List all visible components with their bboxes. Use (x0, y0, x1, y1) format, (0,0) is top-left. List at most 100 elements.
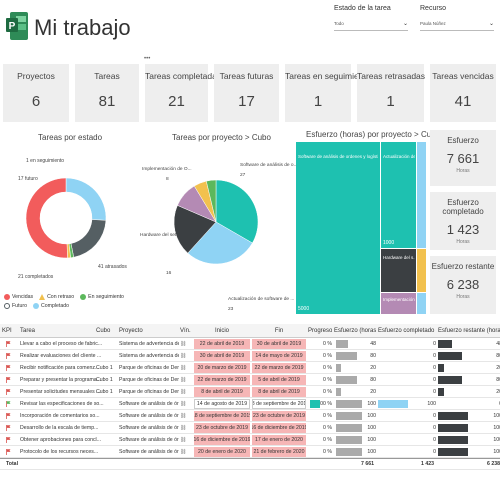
column-header[interactable]: Esfuerzo (horas) (334, 327, 376, 334)
pie-data-label: 16 (166, 270, 172, 276)
legend-item[interactable]: Futuro (4, 303, 27, 309)
kpi-label: Tareas completadas (145, 71, 222, 81)
table-row[interactable]: Realizar evaluaciones del cliente ... Sis… (0, 350, 500, 362)
cell-tarea: Desarrollo de la escala de tiemp... (20, 424, 99, 431)
link-icon[interactable]: ⛓ (180, 436, 187, 443)
legend-item[interactable]: Vencidas (4, 294, 33, 300)
cell-completado: 0 (433, 364, 436, 371)
cell-esfuerzo: 20 (370, 364, 376, 371)
kpi-card-5[interactable]: Tareas retrasadas 1 (357, 64, 426, 122)
kpi-label: Tareas retrasadas (357, 71, 426, 81)
tasks-table[interactable]: KPI Tarea Cubo Proyecto Vín. Inicio Fin Progres… (0, 324, 500, 500)
treemap-tile-hardware[interactable]: Hardware del s... (380, 248, 416, 292)
cell-restante: 20 (496, 388, 500, 395)
link-icon[interactable]: ⛓ (180, 388, 187, 395)
column-header[interactable]: Esfuerzo restante (horas) (438, 327, 500, 334)
cell-progreso: 0 % (323, 412, 332, 419)
kpi-card-4[interactable]: Tareas en seguimiento 1 (285, 64, 371, 122)
kpi-card-3[interactable]: Tareas futuras 17 (214, 64, 279, 122)
pie-slice[interactable] (187, 221, 253, 265)
effort-treemap[interactable]: Software de análisis de ordenes y logíst… (296, 142, 426, 314)
cell-proyecto: Sistema de advertencia de ... (119, 352, 179, 359)
table-row[interactable]: Protocolo de los recursos neces... Softwa… (0, 446, 500, 458)
cell-inicio: 23 de octubre de 2019 (194, 423, 250, 433)
link-icon[interactable]: ⛓ (180, 424, 187, 431)
table-row[interactable]: Preparar y presentar la programa... Cubo … (0, 374, 500, 386)
link-icon[interactable]: ⛓ (180, 364, 187, 371)
cell-cubo (96, 410, 118, 421)
kpi-flag-icon (6, 398, 14, 409)
treemap-tile-software[interactable]: Software de análisis de ordenes y logíst… (296, 142, 380, 314)
more-options-icon[interactable]: ••• (144, 56, 151, 62)
filter-estado-dropdown[interactable]: Todo ⌄ (334, 17, 408, 31)
tasks-by-project-chart[interactable]: Software de análisis de o... 27 Implementa… (136, 140, 296, 318)
donut-legend: Vencidas Con retraso En seguimiento Futuro C… (4, 294, 124, 309)
link-icon[interactable]: ⛓ (180, 448, 187, 455)
pie-slice[interactable] (206, 179, 217, 223)
cell-tarea: Protocolo de los recursos neces... (20, 448, 99, 455)
table-row[interactable]: Recibir notificación para comenz... Cubo … (0, 362, 500, 374)
treemap-tile-actualizacion[interactable]: Actualización de software ... 1000 (380, 142, 416, 248)
kpi-flag-icon (6, 374, 14, 385)
table-row[interactable]: Presentar solicitudes mensuales ... Cubo … (0, 386, 500, 398)
link-icon[interactable]: ⛓ (180, 376, 187, 383)
cell-cubo: Cubo 1 (96, 388, 113, 395)
cell-cubo (96, 398, 118, 409)
cell-esfuerzo: 100 (367, 424, 376, 431)
legend-swatch-icon (4, 294, 10, 300)
cell-restante: 80 (496, 352, 500, 359)
cell-inicio: 22 de abril de 2019 (194, 339, 250, 349)
legend-item[interactable]: Completado (33, 303, 69, 309)
pie-data-label: 27 (240, 172, 246, 178)
filter-recurso[interactable]: Recurso Paula Núñez ⌄ (420, 5, 494, 31)
tasks-by-status-chart[interactable]: 41 atrasados 1 en seguimiento 17 futuro 21 … (0, 140, 140, 290)
donut-data-label: 1 en seguimiento (26, 158, 64, 164)
treemap-tile-small[interactable] (416, 142, 426, 248)
column-header[interactable]: Esfuerzo completado (h...) (378, 327, 436, 334)
treemap-tile-implementacion[interactable]: Implementación... (380, 292, 416, 314)
column-header[interactable]: Vín. (180, 327, 191, 334)
legend-item[interactable]: En seguimiento (80, 294, 124, 300)
table-row[interactable]: Llevar a cabo el proceso de fabric... Sis… (0, 338, 500, 350)
legend-item[interactable]: Con retraso (39, 294, 74, 300)
treemap-tile-hardware-label: Hardware del s... (383, 255, 415, 260)
cell-esfuerzo: 80 (370, 376, 376, 383)
kpi-value: 41 (454, 93, 472, 110)
kpi-card-6[interactable]: Tareas vencidas 41 (430, 64, 496, 122)
remaining-effort-bar (438, 448, 468, 456)
cell-completado: 0 (433, 340, 436, 347)
column-header[interactable]: Inicio (214, 327, 229, 334)
kpi-card-2[interactable]: Tareas completadas 21 (145, 64, 222, 122)
cell-tarea: Realizar evaluaciones del cliente ... (20, 352, 102, 359)
kpi-card-0[interactable]: Proyectos 6 (3, 64, 69, 122)
table-row[interactable]: Obtener aprobaciones para concl... Softwa… (0, 434, 500, 446)
table-row[interactable]: Revisar las especificaciones de so... Sof… (0, 398, 500, 410)
column-header[interactable]: KPI (2, 327, 12, 334)
column-header[interactable]: Cubo (96, 327, 111, 334)
link-icon[interactable]: ⛓ (180, 340, 187, 347)
table-row[interactable]: Desarrollo de la escala de tiemp... Softw… (0, 422, 500, 434)
column-header[interactable]: Proyecto (119, 327, 143, 334)
kpi-card-1[interactable]: Tareas 81 (75, 64, 139, 122)
donut-slice-completado[interactable] (65, 177, 107, 221)
column-header[interactable]: Progreso (308, 327, 332, 334)
remaining-effort-bar (438, 364, 444, 372)
link-icon[interactable]: ⛓ (180, 352, 187, 359)
link-icon[interactable]: ⛓ (180, 400, 187, 407)
treemap-tile-yellow[interactable] (416, 248, 426, 292)
filter-recurso-dropdown[interactable]: Paula Núñez ⌄ (420, 17, 494, 31)
filter-estado[interactable]: Estado de la tarea Todo ⌄ (334, 5, 408, 31)
pie-slice[interactable] (173, 205, 217, 254)
column-header[interactable]: Fin (274, 327, 284, 334)
cell-esfuerzo: 48 (370, 340, 376, 347)
pie-slice[interactable] (215, 179, 259, 244)
treemap-tile-small-2[interactable] (416, 292, 426, 314)
column-header[interactable]: Tarea (20, 327, 36, 334)
donut-slice-vencidas[interactable] (25, 177, 68, 259)
project-logo-icon: P (6, 12, 28, 40)
table-row[interactable]: Incorporación de comentarios so... Softwa… (0, 410, 500, 422)
cell-fin: 22 de marzo de 2019 (252, 363, 306, 373)
donut-slice-futuro[interactable] (70, 219, 107, 258)
link-icon[interactable]: ⛓ (180, 412, 187, 419)
cell-esfuerzo: 20 (370, 388, 376, 395)
